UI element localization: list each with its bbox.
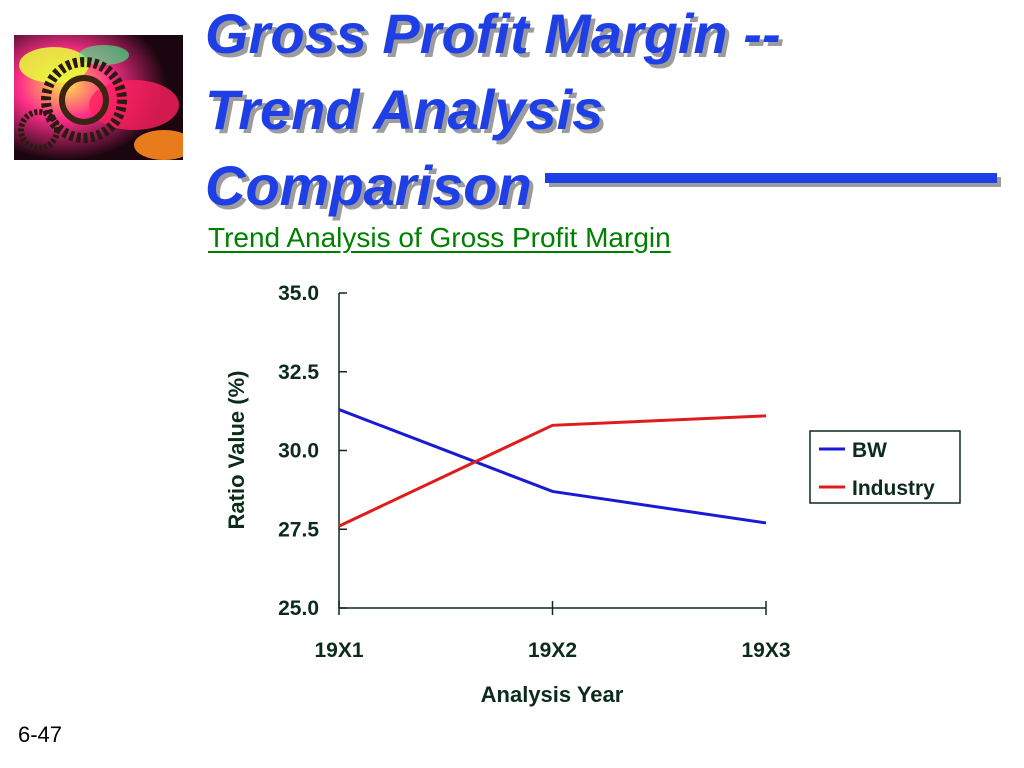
y-tick-label: 27.5	[278, 518, 319, 541]
chart-axes	[338, 293, 766, 609]
x-tick-label: 19X1	[314, 639, 363, 662]
title-underline-rule	[545, 173, 997, 183]
y-tick-label: 30.0	[278, 440, 319, 463]
chart-series	[338, 408, 767, 528]
legend-label-industry: Industry	[852, 477, 935, 500]
chart-legend: BW Industry	[809, 430, 961, 504]
y-axis-ticks: 25.0 27.5 30.0 32.5 35.0	[278, 282, 347, 620]
x-tick-label: 19X3	[741, 639, 790, 662]
y-axis-label: Ratio Value (%)	[224, 371, 249, 530]
y-tick-label: 25.0	[278, 597, 319, 620]
x-tick-label: 19X2	[528, 639, 577, 662]
x-axis-label: Analysis Year	[481, 682, 624, 707]
y-tick-label: 35.0	[278, 282, 319, 305]
y-tick-label: 32.5	[278, 361, 319, 384]
slide-number: 6-47	[18, 722, 63, 747]
slide-title: Gross Profit Margin -- Trend Analysis Co…	[205, 2, 781, 217]
slide-logo	[14, 35, 183, 160]
x-axis-ticks: 19X1 19X2 19X3	[314, 601, 791, 662]
legend-box	[809, 430, 961, 504]
colorful-gear-photo-icon	[14, 35, 183, 160]
chart-title: Trend Analysis of Gross Profit Margin	[208, 222, 671, 253]
series-line-industry	[338, 414, 767, 528]
legend-label-bw: BW	[852, 439, 887, 462]
